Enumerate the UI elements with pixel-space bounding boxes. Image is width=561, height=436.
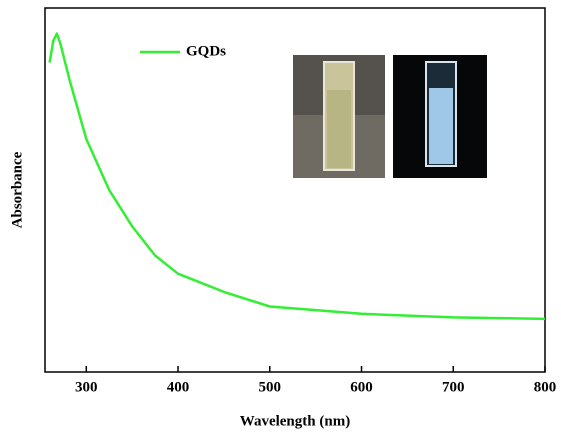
x-tick-label: 800 — [534, 379, 557, 395]
x-tick-label: 300 — [75, 379, 98, 395]
x-tick-label: 400 — [167, 379, 190, 395]
y-axis-title: Absorbance — [9, 151, 25, 228]
x-tick-label: 600 — [350, 379, 373, 395]
photo-uv — [393, 55, 487, 178]
x-tick-label: 700 — [442, 379, 465, 395]
photo-daylight — [293, 55, 385, 178]
chart: Wavelength (nm) Absorbance 300 400 500 600 7… — [0, 0, 561, 436]
page: {"chart_data": {"type": "line", "x_label… — [0, 0, 561, 436]
x-axis-title: Wavelength (nm) — [240, 413, 350, 429]
legend-label: GQDs — [186, 43, 226, 59]
x-tick-label: 500 — [259, 379, 282, 395]
